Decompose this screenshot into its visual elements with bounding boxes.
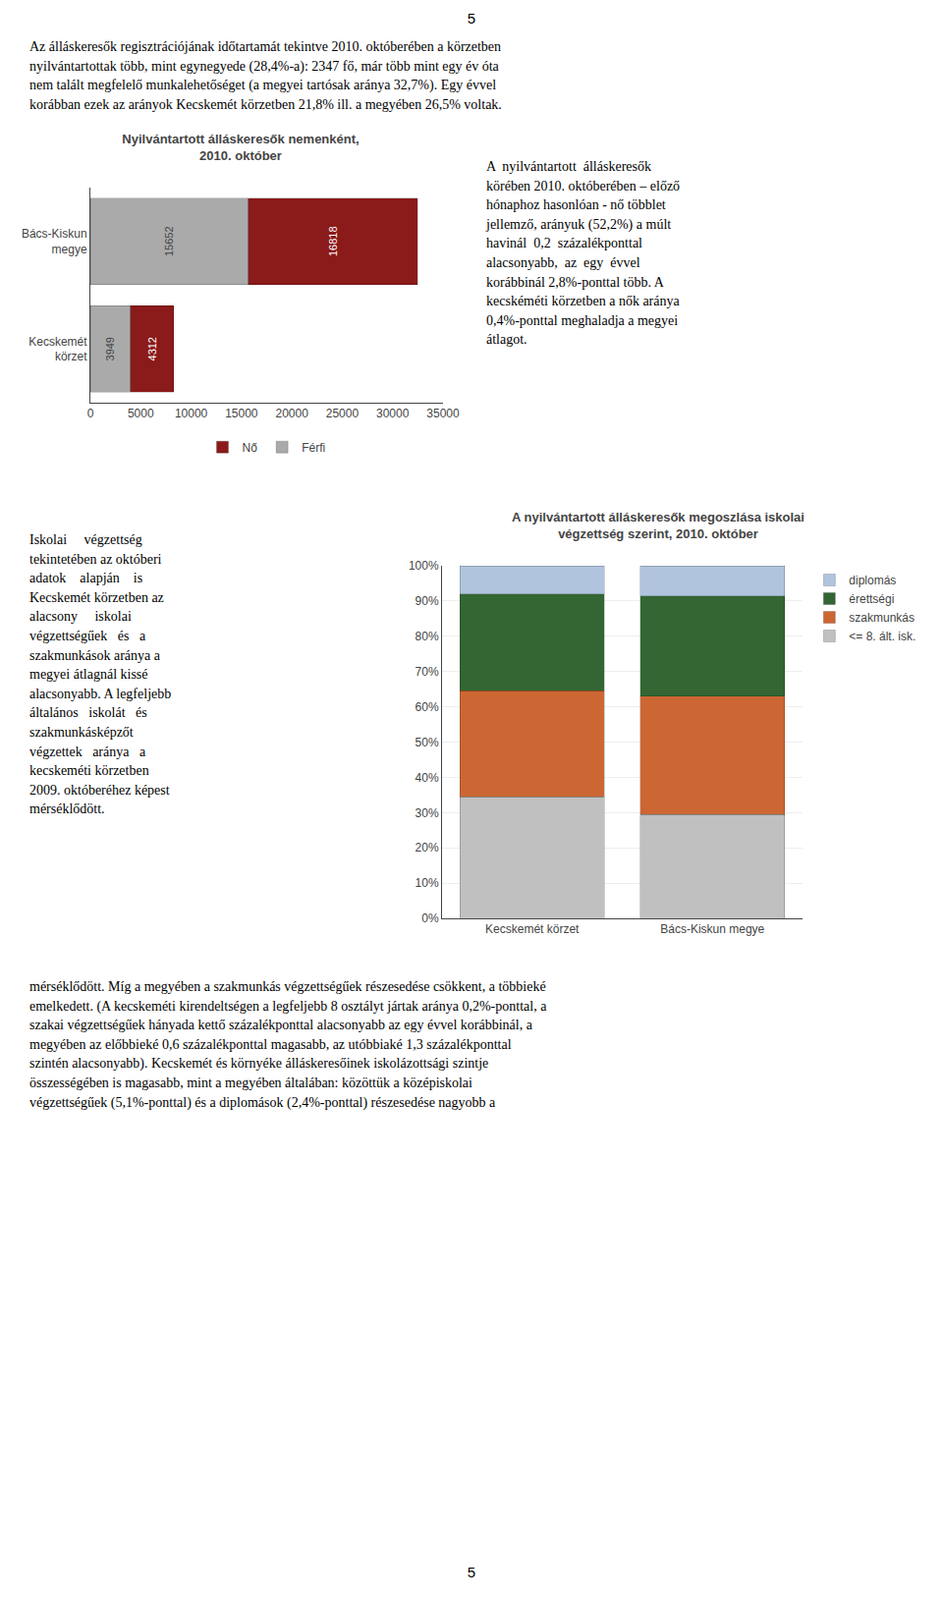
svg-text:4312: 4312 — [146, 336, 159, 361]
html-text:A nyilvántartott álláskeresők: A nyilvántartott álláskeresők körében 20… — [486, 159, 680, 348]
svg-text:érettségi: érettségi — [848, 592, 894, 607]
svg-text:Nyilvántartott álláskeresők ne: Nyilvántartott álláskeresők nemenként,20… — [121, 131, 359, 164]
svg-text:30%: 30% — [415, 806, 440, 821]
svg-text:15652: 15652 — [163, 225, 175, 257]
svg-text:Nő: Nő — [242, 441, 259, 455]
html-text:Iskolai végzettség tekintetébe: Iskolai végzettség tekintetében az októb… — [29, 532, 172, 817]
svg-text:0%: 0% — [421, 911, 440, 926]
svg-text:20000: 20000 — [275, 406, 309, 421]
html-text:5: 5 — [467, 9, 476, 27]
svg-text:A nyilvántartott álláskeresők: A nyilvántartott álláskeresők megoszlása… — [511, 509, 805, 542]
svg-text:5000: 5000 — [127, 406, 155, 421]
svg-text:15000: 15000 — [224, 406, 259, 421]
html-text:mérséklődött. Míg a megyében a: mérséklődött. Míg a megyében a szakmunká… — [29, 979, 547, 1110]
svg-text:16818: 16818 — [327, 225, 339, 257]
svg-text:40%: 40% — [415, 771, 440, 785]
svg-text:<= 8. ált. isk.: <= 8. ált. isk. — [848, 629, 916, 644]
svg-text:10%: 10% — [415, 876, 440, 890]
svg-text:70%: 70% — [415, 665, 440, 679]
svg-text:Férfi: Férfi — [301, 441, 326, 455]
svg-text:30000: 30000 — [376, 406, 410, 421]
svg-text:3949: 3949 — [104, 336, 116, 361]
html-text:Az álláskeresők regisztrációjá: Az álláskeresők regisztrációjának időtar… — [29, 39, 502, 112]
svg-text:Bács-Kiskun megye: Bács-Kiskun megye — [660, 922, 765, 937]
svg-text:35000: 35000 — [426, 406, 460, 421]
svg-text:Kecskemét körzet: Kecskemét körzet — [485, 922, 580, 937]
svg-text:diplomás: diplomás — [848, 573, 896, 588]
svg-text:0: 0 — [87, 406, 95, 421]
svg-text:szakmunkás: szakmunkás — [848, 610, 915, 625]
svg-text:10000: 10000 — [174, 406, 209, 421]
svg-text:60%: 60% — [415, 700, 440, 715]
svg-text:90%: 90% — [415, 594, 440, 609]
svg-text:50%: 50% — [415, 735, 440, 750]
svg-text:100%: 100% — [408, 558, 440, 573]
svg-text:25000: 25000 — [326, 406, 360, 421]
html-text:5: 5 — [467, 1563, 476, 1581]
svg-text:Bács-Kiskunmegye: Bács-Kiskunmegye — [21, 226, 88, 257]
svg-text:Kecskemétkörzet: Kecskemétkörzet — [28, 334, 88, 365]
svg-text:20%: 20% — [415, 840, 440, 855]
svg-text:80%: 80% — [415, 629, 440, 644]
